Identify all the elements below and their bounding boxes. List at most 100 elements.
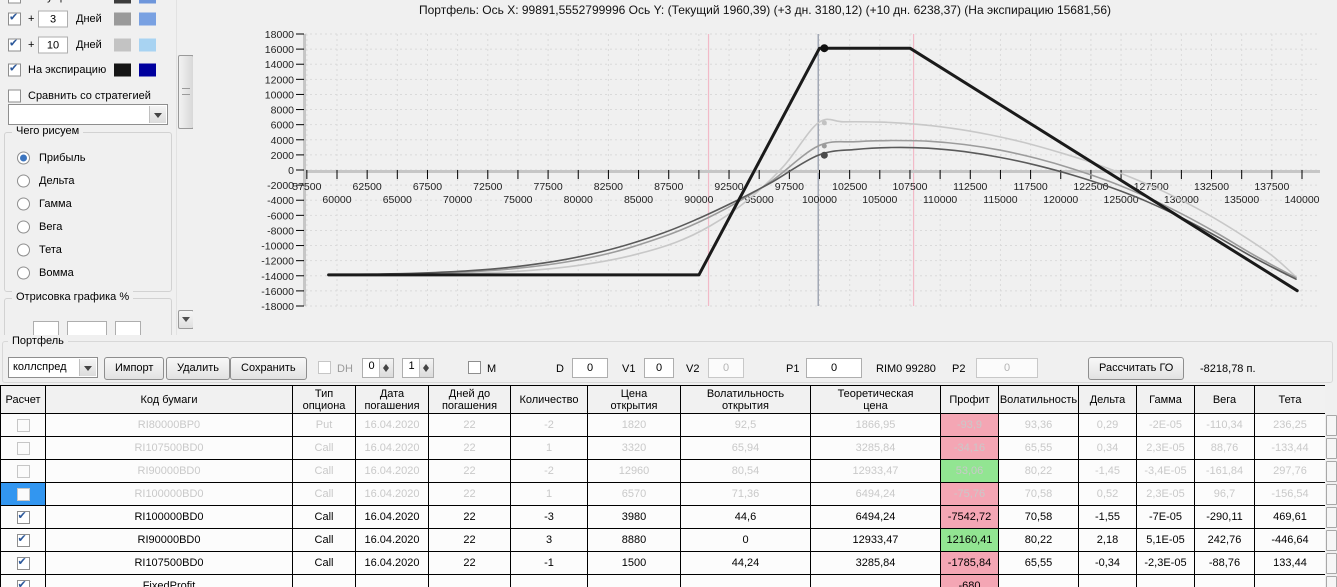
cell-qty[interactable]: 3 [511, 529, 588, 552]
cell-open_price[interactable]: 3980 [588, 506, 681, 529]
cell-open_vol[interactable]: 44,24 [681, 552, 811, 575]
scrollbar-down-arrow-icon[interactable] [178, 310, 193, 329]
col-header-days[interactable]: Дней до погашения [429, 386, 511, 414]
col-header-code[interactable]: Код бумаги [46, 386, 293, 414]
v1-input[interactable]: 0 [644, 358, 674, 378]
cell-vol[interactable]: 80,22 [999, 529, 1079, 552]
radio-icon[interactable] [17, 197, 30, 211]
cell-code[interactable]: RI80000BP0 [46, 414, 293, 437]
cell-open_price[interactable]: 8880 [588, 529, 681, 552]
row-calc-checkbox[interactable] [16, 555, 30, 570]
cell-theo[interactable]: 3285,84 [811, 437, 941, 460]
col-header-profit[interactable]: Профит [941, 386, 999, 414]
cell-type[interactable]: Call [293, 552, 356, 575]
cell-vol[interactable]: 80,22 [999, 460, 1079, 483]
cell-delta[interactable]: 0,52 [1079, 483, 1137, 506]
row-calc-checkbox[interactable] [16, 509, 30, 524]
col-header-vol[interactable]: Волатильность [999, 386, 1079, 414]
plus3-days-checkbox[interactable] [8, 11, 21, 26]
cell-profit[interactable]: 12160,41 [941, 529, 999, 552]
col-header-open_price[interactable]: Цена открытия [588, 386, 681, 414]
cell-qty[interactable]: 1 [511, 437, 588, 460]
cell-qty[interactable]: -2 [511, 414, 588, 437]
calculate-go-button[interactable]: Рассчитать ГО [1088, 357, 1185, 380]
cell-vega[interactable]: -161,84 [1195, 460, 1255, 483]
cell-gamma[interactable]: 2,3E-05 [1137, 437, 1195, 460]
cell-days[interactable]: 22 [429, 529, 511, 552]
chevron-down-icon[interactable] [79, 359, 96, 376]
cell-theo[interactable]: 3285,84 [811, 552, 941, 575]
cell-expiry[interactable]: 16.04.2020 [356, 552, 429, 575]
cell-open_vol[interactable]: 92,5 [681, 414, 811, 437]
cell-type[interactable]: Call [293, 483, 356, 506]
cell-vol[interactable]: 93,36 [999, 414, 1079, 437]
v2-input[interactable]: 0 [708, 358, 744, 378]
spinner-arrows-icon[interactable] [379, 359, 393, 377]
radio-icon[interactable] [17, 266, 30, 280]
radio-option-3[interactable]: Гамма [5, 195, 181, 213]
cell-delta[interactable]: 0,34 [1079, 437, 1137, 460]
strategy-select[interactable] [8, 104, 168, 125]
cell-profit[interactable]: -34,16 [941, 437, 999, 460]
cell-theta[interactable]: 469,61 [1255, 506, 1326, 529]
cell-type[interactable]: Put [293, 414, 356, 437]
cell-gamma[interactable]: -3,4E-05 [1137, 460, 1195, 483]
portfolio-select[interactable]: коллспред [8, 357, 98, 378]
cell-days[interactable] [429, 575, 511, 587]
cell-gamma[interactable]: -2,3E-05 [1137, 552, 1195, 575]
cell-qty[interactable]: -3 [511, 506, 588, 529]
radio-icon[interactable] [17, 243, 30, 257]
cell-vol[interactable] [999, 575, 1079, 587]
radio-option-6[interactable]: Вомма [5, 264, 181, 282]
spinner-arrows-icon[interactable] [419, 359, 433, 377]
cell-theta[interactable] [1255, 575, 1326, 587]
cell-days[interactable]: 22 [429, 506, 511, 529]
cell-profit[interactable]: -75,76 [941, 483, 999, 506]
cell-vol[interactable]: 65,55 [999, 437, 1079, 460]
cell-expiry[interactable]: 16.04.2020 [356, 414, 429, 437]
expiration-checkbox[interactable] [8, 62, 21, 77]
radio-option-4[interactable]: Вега [5, 218, 181, 236]
dh-checkbox[interactable] [318, 361, 331, 374]
render-from-input[interactable] [33, 321, 59, 335]
col-header-gamma[interactable]: Гамма [1137, 386, 1195, 414]
save-button[interactable]: Сохранить [230, 357, 307, 380]
table-scrollbar-segment[interactable] [1326, 438, 1337, 459]
m-checkbox[interactable] [468, 361, 481, 374]
current-checkbox[interactable] [8, 0, 21, 4]
row-calc-checkbox[interactable] [16, 418, 30, 432]
cell-expiry[interactable]: 16.04.2020 [356, 460, 429, 483]
cell-days[interactable]: 22 [429, 414, 511, 437]
cell-open_price[interactable]: 12960 [588, 460, 681, 483]
cell-expiry[interactable]: 16.04.2020 [356, 437, 429, 460]
table-scrollbar[interactable] [1325, 385, 1337, 587]
d-input[interactable]: 0 [572, 358, 608, 378]
cell-open_price[interactable] [588, 575, 681, 587]
cell-profit[interactable]: -7542,72 [941, 506, 999, 529]
radio-icon[interactable] [17, 151, 30, 165]
cell-open_vol[interactable]: 71,36 [681, 483, 811, 506]
col-header-type[interactable]: Тип опциона [293, 386, 356, 414]
plus10-days-checkbox[interactable] [8, 37, 21, 52]
col-header-open_vol[interactable]: Волатильность открытия [681, 386, 811, 414]
cell-days[interactable]: 22 [429, 460, 511, 483]
cell-theta[interactable]: -156,54 [1255, 483, 1326, 506]
table-scrollbar-segment[interactable] [1326, 553, 1337, 574]
cell-days[interactable]: 22 [429, 552, 511, 575]
cell-vega[interactable]: 96,7 [1195, 483, 1255, 506]
table-scrollbar-segment[interactable] [1326, 576, 1337, 587]
table-scrollbar-segment[interactable] [1326, 507, 1337, 528]
row-calc-checkbox[interactable] [16, 487, 30, 501]
cell-expiry[interactable]: 16.04.2020 [356, 529, 429, 552]
col-header-expiry[interactable]: Дата погашения [356, 386, 429, 414]
table-scrollbar-segment[interactable] [1326, 530, 1337, 551]
cell-gamma[interactable]: -2E-05 [1137, 414, 1195, 437]
cell-type[interactable]: Call [293, 460, 356, 483]
cell-theta[interactable]: 236,25 [1255, 414, 1326, 437]
cell-open_vol[interactable]: 0 [681, 529, 811, 552]
cell-delta[interactable]: -0,34 [1079, 552, 1137, 575]
cell-vol[interactable]: 65,55 [999, 552, 1079, 575]
cell-expiry[interactable]: 16.04.2020 [356, 483, 429, 506]
cell-profit[interactable]: -1785,84 [941, 552, 999, 575]
plus3-days-input[interactable]: 3 [38, 10, 68, 28]
